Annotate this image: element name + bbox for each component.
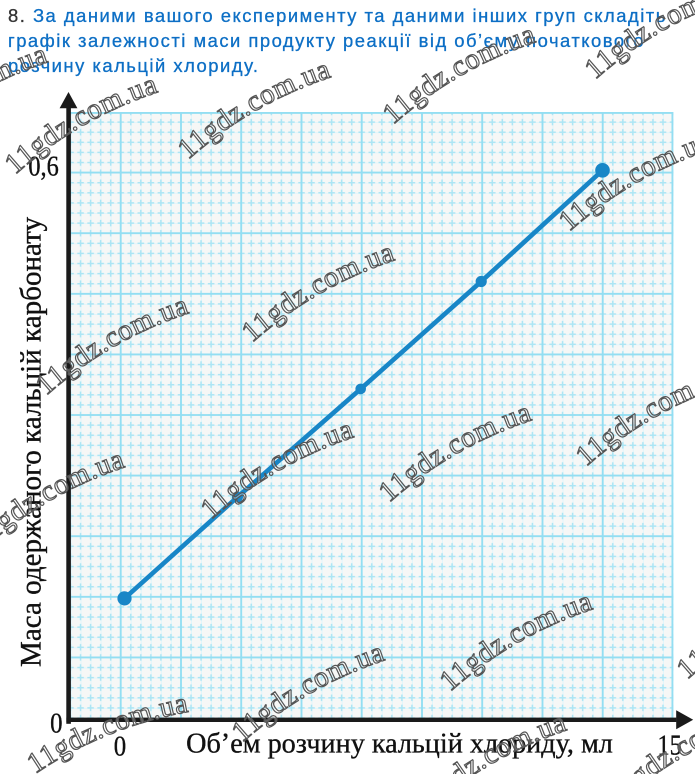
svg-text:11gdz.com.ua: 11gdz.com.ua xyxy=(226,636,389,748)
svg-text:11gdz.com.ua: 11gdz.com.ua xyxy=(373,396,536,508)
svg-text:11gdz.com.ua: 11gdz.com.ua xyxy=(408,706,571,774)
svg-text:0: 0 xyxy=(50,708,62,739)
svg-text:11gdz.com.ua: 11gdz.com.ua xyxy=(570,360,695,472)
svg-text:11gdz.com.ua: 11gdz.com.ua xyxy=(172,53,335,165)
svg-text:11gdz.com.ua: 11gdz.com.ua xyxy=(195,413,358,525)
svg-text:11gdz.com.ua: 11gdz.com.ua xyxy=(671,573,695,685)
svg-text:0: 0 xyxy=(114,732,126,763)
svg-text:11gdz.com.ua: 11gdz.com.ua xyxy=(0,68,161,180)
svg-text:11gdz.com.ua: 11gdz.com.ua xyxy=(0,443,128,555)
svg-text:11gdz.com.ua: 11gdz.com.ua xyxy=(236,236,399,348)
svg-text:11gdz.com.ua: 11gdz.com.ua xyxy=(601,698,695,774)
svg-text:11gdz.com.ua: 11gdz.com.ua xyxy=(377,18,540,130)
svg-text:Маса одержаного кальцій карбон: Маса одержаного кальцій карбонату xyxy=(16,217,48,667)
svg-text:11gdz.com.ua: 11gdz.com.ua xyxy=(553,125,695,237)
svg-text:11gdz.com.ua: 11gdz.com.ua xyxy=(18,666,195,774)
svg-text:15: 15 xyxy=(657,731,682,762)
svg-text:0,6: 0,6 xyxy=(28,151,58,182)
svg-text:Об’ем розчину кальцій хлориду,: Об’ем розчину кальцій хлориду, мл xyxy=(186,729,613,760)
svg-text:11gdz.com.ua: 11gdz.com.ua xyxy=(579,0,695,85)
svg-text:11gdz.com.ua: 11gdz.com.ua xyxy=(30,289,193,401)
svg-text:11gdz.com.ua: 11gdz.com.ua xyxy=(434,585,597,697)
